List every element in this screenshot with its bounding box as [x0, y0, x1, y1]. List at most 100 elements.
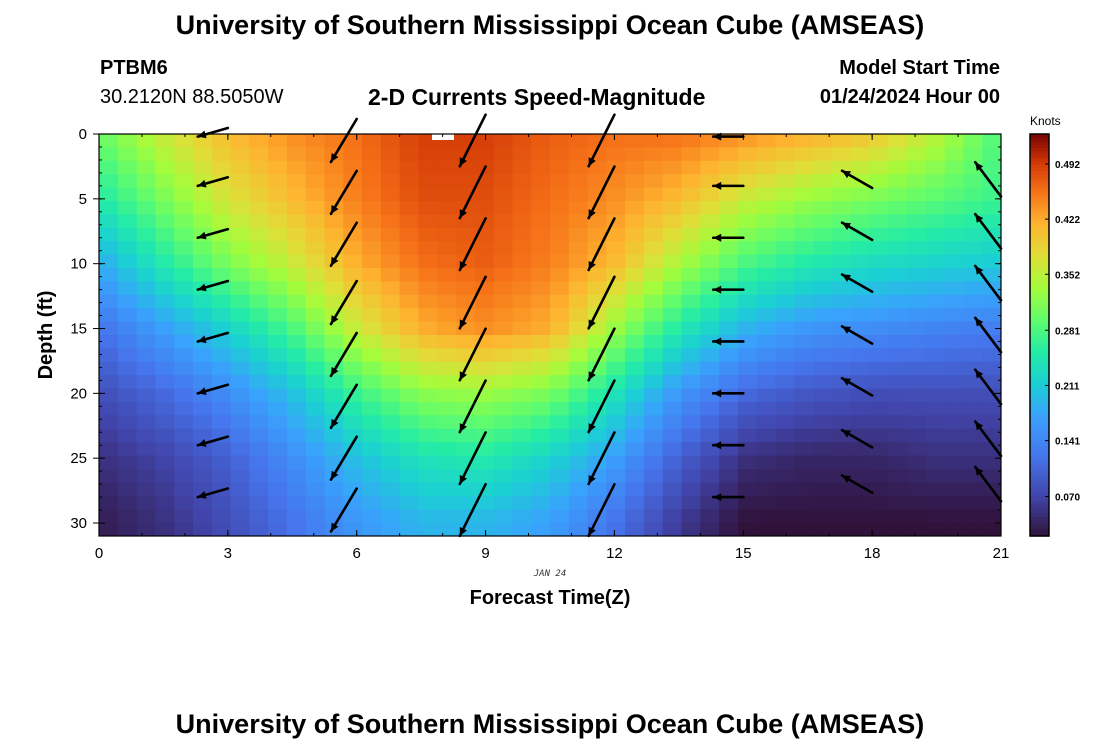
- colorbar-segment: [1030, 324, 1049, 329]
- heatmap-cell: [474, 241, 495, 256]
- colorbar-segment: [1030, 197, 1049, 202]
- heatmap-cell: [737, 482, 758, 497]
- heatmap-cell: [907, 469, 927, 483]
- heatmap-cell: [643, 201, 664, 215]
- heatmap-cell: [606, 388, 626, 403]
- heatmap-cell: [531, 402, 551, 416]
- colorbar-segment: [1030, 187, 1049, 192]
- heatmap-cell: [568, 335, 589, 349]
- colorbar-segment: [1030, 405, 1049, 410]
- heatmap-cell: [662, 201, 683, 215]
- heatmap-cell: [681, 361, 701, 376]
- heatmap-cell: [99, 442, 119, 457]
- heatmap-cell: [625, 214, 645, 229]
- heatmap-cell: [380, 281, 401, 296]
- colorbar-segment: [1030, 432, 1049, 437]
- station-coords: 30.2120N 88.5050W: [100, 86, 284, 108]
- arrow-head: [975, 466, 984, 476]
- heatmap-cell: [399, 134, 420, 148]
- heatmap-cell: [230, 388, 250, 403]
- heatmap-cell: [568, 509, 589, 524]
- colorbar-segment: [1030, 462, 1049, 467]
- heatmap-cell: [850, 134, 871, 148]
- heatmap-cell: [775, 469, 795, 483]
- heatmap-cell: [117, 281, 138, 296]
- heatmap-cell: [813, 308, 833, 323]
- heatmap-cell: [268, 201, 288, 215]
- heatmap-cell: [474, 469, 495, 483]
- heatmap-cell: [794, 428, 814, 443]
- heatmap-cell: [587, 442, 607, 457]
- heatmap-cell: [305, 254, 326, 269]
- heatmap-cell: [831, 348, 852, 363]
- heatmap-cell: [399, 348, 420, 363]
- heatmap-cell: [268, 294, 288, 309]
- heatmap-cell: [643, 402, 664, 416]
- heatmap-cell: [700, 335, 720, 349]
- heatmap-cell: [474, 254, 495, 269]
- heatmap-cell: [550, 335, 570, 349]
- heatmap-cell: [982, 241, 1001, 256]
- heatmap-cell: [907, 160, 927, 175]
- heatmap-cell: [174, 428, 194, 443]
- heatmap-cell: [512, 348, 532, 363]
- heatmap-cell: [888, 455, 908, 470]
- heatmap-cell: [850, 388, 871, 403]
- heatmap-cell: [230, 495, 250, 510]
- colorbar-tick-label: 0.211: [1055, 381, 1080, 392]
- heatmap-cell: [343, 495, 363, 510]
- current-arrow: [973, 160, 1003, 198]
- heatmap-cell: [136, 147, 156, 162]
- colorbar-segment: [1030, 408, 1049, 413]
- heatmap-cell: [907, 201, 927, 215]
- heatmap-cell: [155, 241, 175, 256]
- heatmap-cell: [907, 335, 927, 349]
- heatmap-cell: [681, 442, 701, 457]
- heatmap-cell: [305, 469, 326, 483]
- heatmap-cell: [531, 134, 551, 148]
- heatmap-cell: [888, 442, 908, 457]
- heatmap-cell: [474, 294, 495, 309]
- heatmap-cell: [606, 495, 626, 510]
- heatmap-cell: [174, 147, 194, 162]
- heatmap-cell: [362, 348, 382, 363]
- colorbar-segment: [1030, 348, 1049, 353]
- heatmap-cell: [831, 201, 852, 215]
- heatmap-cell: [756, 227, 777, 242]
- heatmap-cell: [813, 134, 833, 148]
- colorbar-segment: [1030, 224, 1049, 229]
- heatmap-cell: [343, 402, 363, 416]
- heatmap-cell: [437, 348, 457, 363]
- colorbar-segment: [1030, 271, 1049, 276]
- heatmap-cell: [136, 227, 156, 242]
- heatmap-cell: [362, 254, 382, 269]
- heatmap-cell: [155, 522, 175, 536]
- heatmap-cell: [249, 147, 269, 162]
- heatmap-cell: [888, 428, 908, 443]
- heatmap-cell: [155, 294, 175, 309]
- colorbar-segment: [1030, 435, 1049, 440]
- heatmap-cell: [662, 522, 683, 536]
- heatmap-cell: [681, 187, 701, 202]
- x-axis-title: Forecast Time(Z): [470, 587, 631, 609]
- heatmap-cell: [324, 335, 344, 349]
- current-arrow: [711, 441, 745, 450]
- heatmap-cell: [230, 442, 250, 457]
- heatmap-cell: [437, 201, 457, 215]
- heatmap-cell: [606, 160, 626, 175]
- colorbar-segment: [1030, 345, 1049, 349]
- colorbar-tick-label: 0.422: [1055, 215, 1080, 226]
- heatmap-cell: [737, 495, 758, 510]
- heatmap-cell: [399, 402, 420, 416]
- heatmap-cell: [380, 469, 401, 483]
- heatmap-cell: [719, 402, 739, 416]
- colorbar-segment: [1030, 378, 1049, 383]
- heatmap-cell: [925, 160, 946, 175]
- heatmap-cell: [606, 321, 626, 336]
- heatmap-cell: [249, 335, 269, 349]
- heatmap-cell: [305, 174, 326, 189]
- heatmap-cell: [343, 509, 363, 524]
- heatmap-cell: [700, 495, 720, 510]
- colorbar-segment: [1030, 442, 1049, 447]
- heatmap-cell: [493, 415, 514, 430]
